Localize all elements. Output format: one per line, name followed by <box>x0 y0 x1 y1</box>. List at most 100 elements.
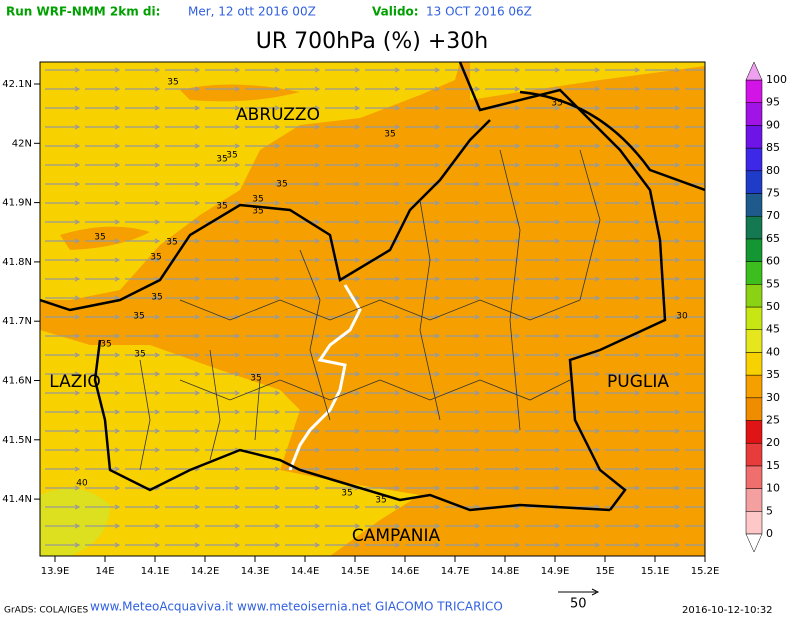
wind-arrow <box>605 276 641 282</box>
wind-arrow <box>605 504 641 510</box>
wind-arrow <box>45 143 81 149</box>
field-40 <box>40 488 110 556</box>
wind-arrow <box>165 143 201 149</box>
contour-label: 35 <box>252 207 263 217</box>
wind-arrow <box>485 181 521 187</box>
wind-arrow <box>285 276 321 282</box>
wind-arrow <box>405 352 441 358</box>
wind-arrow <box>525 390 561 396</box>
wind-arrow <box>485 466 521 472</box>
wind-arrow <box>645 124 681 130</box>
wind-arrow <box>45 124 81 130</box>
colorbar-segment <box>745 306 763 330</box>
lon-label: 15E <box>595 566 614 577</box>
run-date: Mer, 12 ott 2016 00Z <box>188 5 316 19</box>
wind-arrow <box>565 390 601 396</box>
wind-arrow <box>285 86 321 92</box>
wind-arrow <box>205 295 241 301</box>
wind-arrow <box>685 506 705 508</box>
wind-arrow <box>685 316 705 318</box>
colorbar-label: 50 <box>766 300 780 313</box>
contour-label: 30 <box>676 312 688 322</box>
wind-arrow <box>165 257 201 263</box>
wind-arrow <box>405 466 441 472</box>
wind-arrow <box>685 335 705 337</box>
wind-arrow <box>205 86 241 92</box>
wind-arrow <box>205 143 241 149</box>
wind-arrow <box>605 295 641 301</box>
lat-label: 41.6N <box>2 376 32 387</box>
wind-arrow <box>325 219 361 225</box>
wind-arrow <box>645 523 681 529</box>
wind-arrow <box>325 257 361 263</box>
wind-arrow <box>565 447 601 453</box>
wind-arrow <box>205 181 241 187</box>
wind-arrow <box>165 523 201 529</box>
wind-arrow <box>405 523 441 529</box>
municipal-boundaries <box>139 149 601 471</box>
wind-arrow <box>285 105 321 111</box>
map-overlay: 42.1N 42N 41.9N 41.8N 41.7N 41.6N 41.5N 41.4N 13… <box>2 78 719 578</box>
wind-arrow <box>45 181 81 187</box>
lat-label: 41.4N <box>2 494 32 505</box>
wind-arrow <box>525 447 561 453</box>
wind-arrow <box>525 295 561 301</box>
wind-arrow <box>685 525 705 527</box>
contour-label: 35 <box>134 350 145 360</box>
wind-arrow <box>165 162 201 168</box>
wind-arrow <box>285 333 321 339</box>
wind-arrow <box>205 105 241 111</box>
colorbar-label: 15 <box>766 459 780 472</box>
wind-arrow <box>605 371 641 377</box>
wind-arrow <box>245 238 281 244</box>
wind-arrow <box>365 466 401 472</box>
wind-arrow <box>125 504 161 510</box>
wind-arrow <box>85 105 121 111</box>
wind-arrow <box>245 428 281 434</box>
wind-arrow <box>245 523 281 529</box>
wind-arrow <box>525 162 561 168</box>
wind-arrow <box>125 105 161 111</box>
wind-arrow <box>685 202 705 204</box>
wind-arrow <box>485 314 521 320</box>
contour-label: 35 <box>250 374 261 384</box>
wind-arrow <box>525 371 561 377</box>
wind-arrow <box>125 219 161 225</box>
wind-arrow <box>605 428 641 434</box>
colorbar-segment <box>745 193 763 217</box>
wind-arrow <box>125 86 161 92</box>
wind-arrow <box>165 447 201 453</box>
colorbar: 0 5 10 15 20 25 30 35 40 45 50 55 60 65 70 75 80 85 90 95 10… <box>745 61 787 553</box>
wind-arrow <box>125 542 161 548</box>
wind-arrow <box>325 523 361 529</box>
wind-arrow <box>285 162 321 168</box>
wind-arrow <box>565 86 601 92</box>
wind-arrow <box>245 371 281 377</box>
wind-arrow <box>405 276 441 282</box>
map-frame <box>39 61 706 557</box>
wind-arrow <box>125 523 161 529</box>
wind-arrow <box>485 371 521 377</box>
wind-arrow <box>125 124 161 130</box>
wind-arrow <box>565 409 601 415</box>
contour-label: 35 <box>100 340 111 350</box>
wind-arrow <box>445 542 481 548</box>
wind-arrow <box>405 67 441 73</box>
wind-arrow <box>165 371 201 377</box>
wind-arrow <box>405 371 441 377</box>
wind-arrow <box>365 371 401 377</box>
colorbar-segment <box>745 442 763 467</box>
wind-arrow <box>85 333 121 339</box>
wind-arrow <box>365 200 401 206</box>
wind-arrow <box>605 238 641 244</box>
wind-arrow <box>325 86 361 92</box>
wind-arrow <box>365 162 401 168</box>
wind-arrow <box>445 447 481 453</box>
wind-arrow <box>525 238 561 244</box>
wind-arrow <box>125 314 161 320</box>
wind-arrow <box>205 257 241 263</box>
lon-label: 14.9E <box>541 566 570 577</box>
wind-arrow <box>605 86 641 92</box>
colorbar-label: 20 <box>766 436 780 449</box>
